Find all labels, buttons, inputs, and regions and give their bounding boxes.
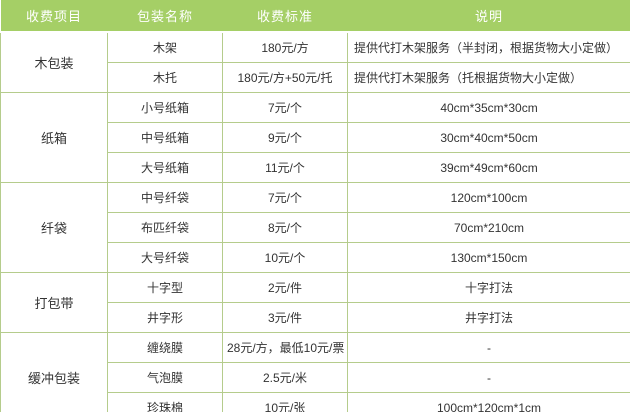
package-name-cell: 井字形 xyxy=(107,302,223,333)
package-name-cell: 大号纤袋 xyxy=(107,242,223,273)
price-cell: 7元/个 xyxy=(222,92,348,123)
table-row: 纤袋 中号纤袋 7元/个 120cm*100cm xyxy=(0,182,630,273)
price-cell: 2元/件 xyxy=(222,272,348,303)
price-cell: 11元/个 xyxy=(222,152,348,183)
package-name-cell: 布匹纤袋 xyxy=(107,212,223,243)
note-cell: - xyxy=(347,362,630,393)
package-name-cell: 木架 xyxy=(107,31,223,63)
group-cell-carton: 纸箱 xyxy=(0,92,108,183)
price-cell: 180元/方+50元/托 xyxy=(222,62,348,93)
package-name-cell: 缠绕膜 xyxy=(107,332,223,363)
group-cell-wood-packaging: 木包装 xyxy=(0,31,108,93)
note-cell: 130cm*150cm xyxy=(347,242,630,273)
package-name-cell: 中号纤袋 xyxy=(107,182,223,213)
column-header-package-name: 包装名称 xyxy=(107,0,223,33)
group-cell-cushion-packaging: 缓冲包装 xyxy=(0,332,108,412)
table-row: 缓冲包装 缠绕膜 28元/方，最低10元/票 - xyxy=(0,332,630,412)
table-row: 井字形 3元/件 井字打法 xyxy=(1,302,630,333)
note-cell: 40cm*35cm*30cm xyxy=(347,92,630,123)
package-name-cell: 珍珠棉 xyxy=(107,392,223,412)
table-row: 打包带 十字型 2元/件 十字打法 xyxy=(0,272,630,333)
group-cell-strapping: 打包带 xyxy=(0,272,108,333)
table-row: 珍珠棉 10元/张 100cm*120cm*1cm xyxy=(1,392,630,412)
price-cell: 9元/个 xyxy=(222,122,348,153)
price-cell: 3元/件 xyxy=(222,302,348,333)
note-cell: 井字打法 xyxy=(347,302,630,333)
package-name-cell: 木托 xyxy=(107,62,223,93)
package-name-cell: 十字型 xyxy=(107,272,223,303)
note-cell: 提供代打木架服务（托根据货物大小定做） xyxy=(347,62,630,93)
package-name-cell: 小号纸箱 xyxy=(107,92,223,123)
column-header-description: 说明 xyxy=(347,0,630,33)
price-cell: 10元/个 xyxy=(222,242,348,273)
note-cell: 提供代打木架服务（半封闭，根据货物大小定做） xyxy=(347,31,630,63)
note-cell: 30cm*40cm*50cm xyxy=(347,122,630,153)
price-cell: 180元/方 xyxy=(222,31,348,63)
column-header-fee-standard: 收费标准 xyxy=(222,0,348,33)
table-row: 气泡膜 2.5元/米 - xyxy=(1,362,630,393)
table-row: 布匹纤袋 8元/个 70cm*210cm xyxy=(1,212,630,243)
price-cell: 7元/个 xyxy=(222,182,348,213)
note-cell: 39cm*49cm*60cm xyxy=(347,152,630,183)
table-row: 中号纸箱 9元/个 30cm*40cm*50cm xyxy=(1,122,630,153)
note-cell: 100cm*120cm*1cm xyxy=(347,392,630,412)
price-cell: 10元/张 xyxy=(222,392,348,412)
price-cell: 2.5元/米 xyxy=(222,362,348,393)
table-row: 大号纸箱 11元/个 39cm*49cm*60cm xyxy=(1,152,630,183)
column-header-fee-item: 收费项目 xyxy=(0,0,108,33)
price-cell: 28元/方，最低10元/票 xyxy=(222,332,348,363)
package-name-cell: 气泡膜 xyxy=(107,362,223,393)
group-cell-fiber-bag: 纤袋 xyxy=(0,182,108,273)
table-row: 木托 180元/方+50元/托 提供代打木架服务（托根据货物大小定做） xyxy=(1,62,630,93)
table-row: 大号纤袋 10元/个 130cm*150cm xyxy=(1,242,630,273)
note-cell: 70cm*210cm xyxy=(347,212,630,243)
table-row: 木包装 木架 180元/方 提供代打木架服务（半封闭，根据货物大小定做） xyxy=(0,31,630,93)
package-name-cell: 中号纸箱 xyxy=(107,122,223,153)
table-row: 纸箱 小号纸箱 7元/个 40cm*35cm*30cm xyxy=(0,92,630,183)
note-cell: 120cm*100cm xyxy=(347,182,630,213)
note-cell: 十字打法 xyxy=(347,272,630,303)
note-cell: - xyxy=(347,332,630,363)
table-header-row: 收费项目 包装名称 收费标准 说明 xyxy=(0,0,630,33)
package-name-cell: 大号纸箱 xyxy=(107,152,223,183)
price-cell: 8元/个 xyxy=(222,212,348,243)
